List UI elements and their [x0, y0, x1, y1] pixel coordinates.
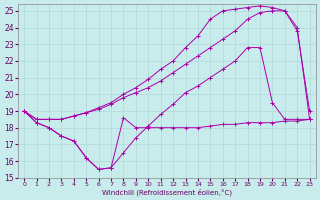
- X-axis label: Windchill (Refroidissement éolien,°C): Windchill (Refroidissement éolien,°C): [102, 188, 232, 196]
